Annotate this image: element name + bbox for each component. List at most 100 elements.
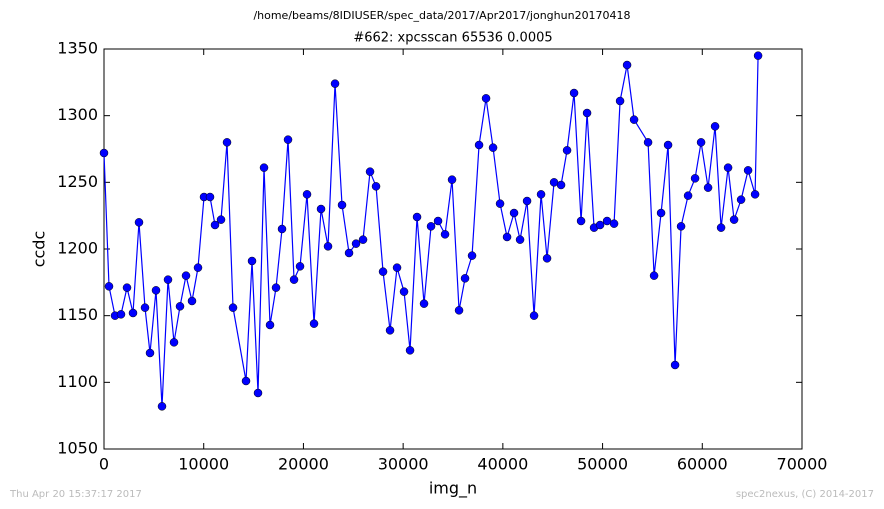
data-point [222, 138, 232, 147]
data-point [302, 190, 312, 199]
data-point [210, 220, 220, 230]
data-point [134, 218, 144, 227]
data-point [271, 283, 281, 292]
data-point [703, 183, 713, 192]
data-point [163, 275, 173, 284]
x-tick-label: 10000 [178, 455, 229, 474]
data-point [556, 180, 566, 190]
data-point [622, 60, 632, 70]
data-point [750, 190, 760, 199]
data-point [187, 296, 197, 306]
data-point [259, 163, 269, 172]
data-point [656, 208, 666, 218]
data-line [103, 55, 759, 407]
y-tick-label: 1200 [57, 239, 98, 258]
data-point [515, 235, 525, 244]
data-point [440, 230, 450, 239]
data-point [228, 303, 238, 312]
y-tick-label: 1050 [57, 439, 98, 458]
data-point [116, 310, 126, 319]
plot-frame [103, 48, 803, 450]
data-point [716, 223, 726, 232]
data-point [454, 306, 464, 315]
y-tick-label: 1100 [57, 372, 98, 391]
data-point [690, 174, 700, 183]
data-point [247, 256, 257, 266]
data-point [542, 254, 552, 263]
data-point [358, 235, 368, 244]
data-point [99, 148, 109, 158]
data-point [385, 326, 395, 335]
footer-right: spec2nexus, (C) 2014-2017 [736, 489, 874, 500]
data-point [351, 239, 361, 248]
data-point [151, 286, 161, 295]
suptitle: /home/beams/8IDIUSER/spec_data/2017/Apr2… [253, 9, 630, 22]
data-point [447, 175, 457, 184]
data-point [392, 263, 402, 272]
y-tick-label: 1150 [57, 305, 98, 324]
data-point [295, 262, 305, 271]
data-point [337, 200, 347, 210]
data-point [253, 388, 263, 398]
x-tick-label: 50000 [577, 455, 628, 474]
data-point [412, 212, 422, 222]
data-point [104, 282, 114, 291]
data-point [569, 88, 579, 98]
data-point [323, 242, 333, 251]
data-point [277, 224, 287, 234]
data-point [743, 166, 753, 175]
data-point [460, 274, 470, 283]
data-point [522, 196, 532, 206]
x-tick-label: 20000 [278, 455, 329, 474]
data-point [481, 94, 491, 103]
data-point [371, 182, 381, 191]
data-point [615, 96, 625, 106]
data-point [696, 138, 706, 147]
data-point [609, 219, 619, 228]
data-point [309, 319, 319, 328]
data-point [122, 283, 132, 292]
data-point [344, 248, 354, 258]
x-tick-label: 40000 [477, 455, 528, 474]
data-point [193, 263, 203, 272]
data-point [205, 192, 215, 202]
data-point [643, 138, 653, 147]
data-point [467, 251, 477, 260]
chart-title: #662: xpcsscan 65536 0.0005 [353, 31, 552, 46]
data-point [330, 79, 340, 88]
data-point [753, 51, 763, 60]
data-point [502, 232, 512, 242]
data-point [663, 140, 673, 150]
data-point [365, 167, 375, 176]
data-point [710, 122, 720, 131]
data-point [595, 220, 605, 230]
data-point [562, 146, 572, 155]
x-axis-label: img_n [429, 479, 477, 499]
data-point [241, 376, 251, 386]
data-point [649, 271, 659, 280]
x-tick-label: 30000 [378, 455, 429, 474]
data-point [399, 287, 409, 296]
y-tick-label: 1250 [57, 172, 98, 191]
data-point [426, 222, 436, 231]
data-point [181, 271, 191, 280]
data-point [265, 320, 275, 330]
data-point [289, 275, 299, 284]
data-point [169, 338, 179, 347]
x-tick-label: 60000 [677, 455, 728, 474]
data-point [175, 302, 185, 311]
data-point [128, 308, 138, 318]
data-point [629, 115, 639, 124]
data-point [576, 216, 586, 226]
data-point [216, 215, 226, 224]
x-tick-label: 0 [99, 455, 109, 474]
x-tick-label: 70000 [777, 455, 828, 474]
data-point [729, 215, 739, 224]
data-point [536, 190, 546, 199]
data-point [433, 216, 443, 226]
y-tick-label: 1350 [57, 39, 98, 58]
data-point [495, 199, 505, 208]
data-point [378, 267, 388, 276]
data-point [683, 191, 693, 200]
